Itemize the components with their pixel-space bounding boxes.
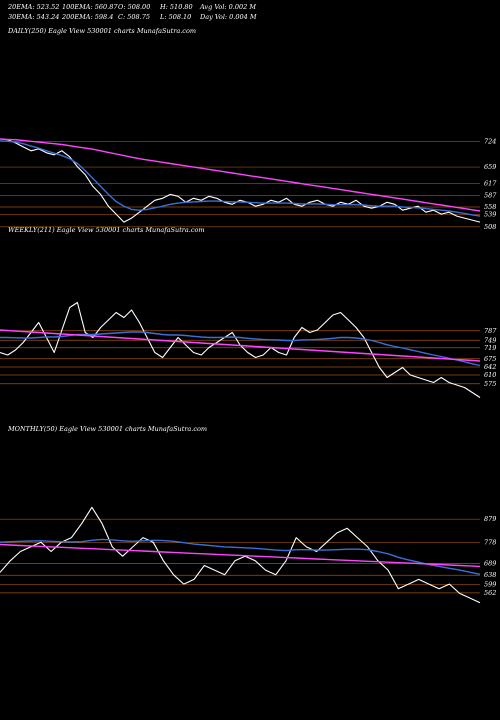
y-tick-label-1-5: 610 bbox=[484, 371, 496, 379]
daily-chart-title: DAILY(250) Eagle View 530001 charts Muna… bbox=[8, 27, 197, 35]
series-line-ema_long-2 bbox=[0, 543, 481, 568]
series-line-ema_short-1 bbox=[0, 331, 481, 367]
series-line-ema_short-2 bbox=[0, 538, 481, 575]
y-tick-label-1-2: 719 bbox=[484, 344, 496, 352]
hdr-avgvol: Avg Vol: 0.002 M bbox=[200, 3, 257, 11]
series-line-ema_short-0 bbox=[0, 140, 481, 217]
hdr-close: C: 508.75 bbox=[118, 13, 150, 21]
hdr-open: O: 508.00 bbox=[118, 3, 151, 11]
y-tick-label-0-2: 617 bbox=[484, 180, 497, 188]
y-tick-label-2-5: 562 bbox=[484, 589, 496, 597]
y-tick-label-2-3: 638 bbox=[484, 571, 496, 579]
y-tick-label-1-0: 787 bbox=[484, 327, 497, 335]
hdr-dayvol: Day Vol: 0.004 M bbox=[200, 13, 257, 21]
hdr-20ema: 20EMA: 523.52 bbox=[8, 3, 60, 11]
hdr-100ema: 100EMA: 560.87 bbox=[62, 3, 118, 11]
series-line-price-2 bbox=[0, 506, 481, 604]
y-tick-label-2-0: 879 bbox=[484, 515, 496, 523]
y-tick-label-0-1: 659 bbox=[484, 163, 496, 171]
hdr-high: H: 510.80 bbox=[160, 3, 193, 11]
y-tick-label-0-0: 724 bbox=[484, 137, 496, 145]
hdr-200ema: 200EMA: 598.4 bbox=[62, 13, 114, 21]
y-tick-label-0-3: 587 bbox=[484, 192, 497, 200]
y-tick-label-0-4: 558 bbox=[484, 203, 496, 211]
series-line-ema_long-1 bbox=[0, 329, 481, 362]
hdr-30ema: 30EMA: 543.24 bbox=[8, 13, 60, 21]
y-tick-label-2-2: 689 bbox=[484, 559, 496, 567]
y-tick-label-1-3: 675 bbox=[484, 355, 496, 363]
y-tick-label-0-5: 539 bbox=[484, 211, 496, 219]
y-tick-label-1-1: 749 bbox=[484, 336, 496, 344]
y-tick-label-0-6: 508 bbox=[484, 223, 496, 231]
y-tick-label-1-6: 575 bbox=[484, 380, 496, 388]
y-tick-label-1-4: 642 bbox=[484, 363, 496, 371]
series-line-price-1 bbox=[0, 301, 481, 398]
series-line-ema_long-0 bbox=[0, 138, 481, 212]
monthly-chart-title: MONTHLY(50) Eagle View 530001 charts Mun… bbox=[8, 425, 208, 433]
series-line-price-0 bbox=[0, 138, 481, 223]
y-tick-label-2-4: 599 bbox=[484, 580, 496, 588]
y-tick-label-2-1: 778 bbox=[484, 539, 496, 547]
hdr-low: L: 508.10 bbox=[160, 13, 192, 21]
weekly-chart-title: WEEKLY(211) Eagle View 530001 charts Mun… bbox=[8, 226, 205, 234]
